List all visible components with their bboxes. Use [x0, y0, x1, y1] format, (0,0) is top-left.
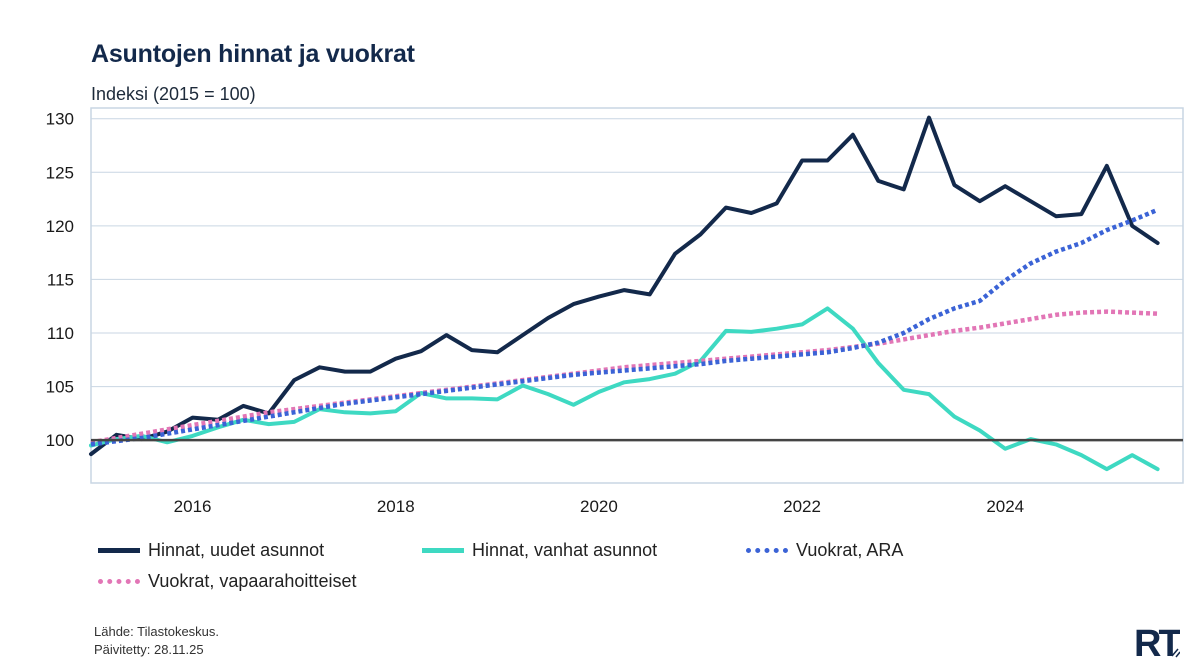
legend-item-vuokrat-vapaa: Vuokrat, vapaarahoitteiset — [98, 571, 356, 592]
series-line-hinnat-vanhat — [89, 306, 1160, 472]
legend-item-hinnat-vanhat: Hinnat, vanhat asunnot — [422, 540, 657, 561]
legend-swatch-hinnat-uudet — [98, 548, 140, 553]
line-chart: 100 105 110 115 120 125 130 2016 2018 2020 2022 202… — [46, 107, 1184, 516]
x-tick-label: 2024 — [986, 497, 1024, 516]
legend-item-hinnat-uudet: Hinnat, uudet asunnot — [98, 540, 324, 561]
y-tick-label: 100 — [46, 431, 74, 450]
series-line-hinnat-uudet — [89, 115, 1160, 457]
source-note: Lähde: Tilastokeskus. Päivitetty: 28.11.… — [94, 623, 219, 659]
y-tick-label: 130 — [46, 110, 74, 129]
y-tick-label: 105 — [46, 378, 74, 397]
series-line-vuokrat-vapaa — [90, 309, 1158, 445]
x-tick-label: 2022 — [783, 497, 821, 516]
legend-item-vuokrat-ara: Vuokrat, ARA — [746, 540, 903, 561]
legend-label-vuokrat-vapaa: Vuokrat, vapaarahoitteiset — [148, 571, 357, 591]
plot-frame — [90, 107, 1184, 484]
y-tick-label: 110 — [47, 324, 74, 343]
x-tick-label: 2018 — [377, 497, 415, 516]
updated-text: Päivitetty: 28.11.25 — [94, 642, 204, 657]
legend-label-vuokrat-ara: Vuokrat, ARA — [796, 540, 904, 560]
rt-logo-slash — [1171, 648, 1179, 657]
y-tick-label: 115 — [47, 270, 74, 289]
rt-logo-slash-2 — [1175, 651, 1180, 658]
y-tick-label: 125 — [46, 163, 74, 182]
legend-swatch-vuokrat-vapaa — [98, 579, 140, 584]
x-tick-label: 2020 — [580, 497, 618, 516]
chart-title: Asuntojen hinnat ja vuokrat — [91, 40, 415, 68]
legend-swatch-hinnat-vanhat — [422, 548, 464, 553]
y-tick-label: 120 — [46, 217, 74, 236]
rt-logo: RT — [1134, 623, 1180, 660]
legend-label-hinnat-uudet: Hinnat, uudet asunnot — [148, 540, 325, 560]
legend-swatch-vuokrat-ara — [746, 548, 788, 553]
x-tick-label: 2016 — [174, 497, 212, 516]
chart-subtitle: Indeksi (2015 = 100) — [91, 84, 256, 104]
source-text: Lähde: Tilastokeskus. — [94, 624, 220, 639]
rt-logo-text: RT — [1134, 623, 1180, 660]
series-line-vuokrat-ara — [90, 207, 1159, 447]
legend-label-hinnat-vanhat: Hinnat, vanhat asunnot — [472, 540, 658, 560]
